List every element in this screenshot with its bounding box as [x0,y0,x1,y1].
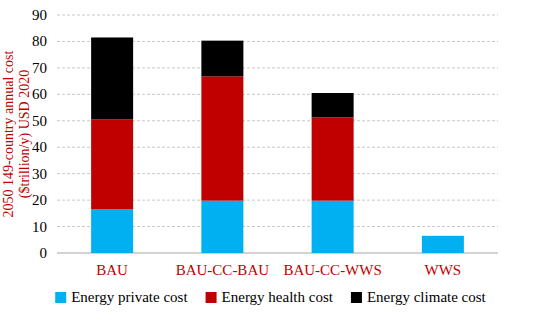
y-tick-label: 50 [32,113,47,129]
bar-segment [312,117,354,200]
y-axis-label-line: 2050 149-country annual cost [1,50,16,217]
y-tick-label: 10 [32,219,47,235]
y-axis-label: 2050 149-country annual cost($trillion/y… [1,50,33,217]
y-tick-label: 0 [40,245,48,261]
bar-segment [422,235,464,236]
y-tick-label: 90 [32,7,47,23]
bar-segment [201,76,243,200]
bar-segment [91,119,133,209]
legend-swatch [206,292,217,303]
y-axis-label-line: ($trillion/y) USD 2020 [17,70,33,198]
y-tick-label: 30 [32,166,47,182]
x-tick-label: BAU-CC-BAU [176,262,270,278]
legend: Energy private cost Energy health cost Ene… [55,289,486,305]
x-tick-label: BAU [96,262,128,278]
legend-label: Energy climate cost [367,289,487,305]
y-tick-label: 60 [32,86,47,102]
x-tick-label: BAU-CC-WWS [283,262,381,278]
legend-swatch [351,292,362,303]
chart-container: 0 10 20 30 40 50 60 70 80 90 2050 149-country annu… [0,0,541,330]
bar-segment [422,235,464,236]
legend-label: Energy health cost [222,289,334,305]
bars [91,37,464,253]
y-axis-line [57,15,58,253]
x-tick-label: WWS [425,262,462,278]
bar-segment [201,41,243,77]
bar-segment [91,209,133,253]
chart-svg: 0 10 20 30 40 50 60 70 80 90 2050 149-country annu… [0,0,541,330]
legend-swatch [55,292,66,303]
bar-segment [312,93,354,117]
bar-segment [422,236,464,253]
grid-line [57,15,498,16]
y-tick-label: 40 [32,139,47,155]
bar-segment [91,37,133,119]
bar-segment [312,201,354,253]
y-tick-label: 70 [32,60,47,76]
y-tick-label: 20 [32,192,47,208]
legend-label: Energy private cost [71,289,188,305]
bar-segment [201,201,243,253]
y-tick-label: 80 [32,33,47,49]
